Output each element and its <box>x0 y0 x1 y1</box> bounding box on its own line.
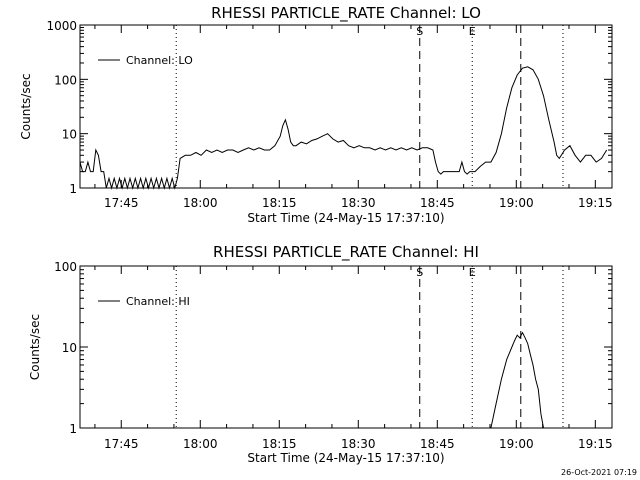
chart-2-marker-label-e: E <box>469 266 476 279</box>
chart-2-y-tick-label: 1 <box>69 422 77 436</box>
chart-2-x-tick-label: 18:00 <box>183 437 218 451</box>
chart-2-y-tick-label: 10 <box>62 341 77 355</box>
chart-1-x-tick-label: 18:00 <box>183 196 218 210</box>
chart-2-y-axis-label: Counts/sec <box>28 314 42 380</box>
chart-1-x-tick-label: 17:45 <box>104 196 139 210</box>
chart-2-x-tick-label: 18:30 <box>341 437 376 451</box>
chart-2-marker-label-s: S <box>416 266 423 279</box>
chart-1-marker-label-e: E <box>469 25 476 38</box>
chart-1-y-tick-label: 100 <box>54 73 77 87</box>
chart-2-x-tick-label: 19:15 <box>578 437 613 451</box>
footer-timestamp: 26-Oct-2021 07:19 <box>561 468 637 477</box>
chart-1-plot-frame <box>79 24 613 189</box>
chart-2-plot-frame <box>79 265 613 429</box>
chart-1-marker-label-s: S <box>416 25 423 38</box>
chart-1-x-tick-label: 18:45 <box>420 196 455 210</box>
chart-2-x-tick-label: 17:45 <box>104 437 139 451</box>
chart-2-legend-label: Channel: HI <box>126 295 190 308</box>
chart-1-x-axis-label: Start Time (24-May-15 17:37:10) <box>247 211 444 225</box>
chart-1-x-tick-label: 18:15 <box>262 196 297 210</box>
chart-1-y-axis-label: Counts/sec <box>19 73 33 139</box>
chart-1-series-line <box>79 66 608 190</box>
chart-2-x-tick-label: 18:45 <box>420 437 455 451</box>
chart-1-x-tick-label: 19:15 <box>578 196 613 210</box>
chart-2-title: RHESSI PARTICLE_RATE Channel: HI <box>213 243 479 262</box>
chart-1-x-tick-label: 18:30 <box>341 196 376 210</box>
chart-1-y-tick-label: 1 <box>69 182 77 196</box>
chart-2-x-axis-label: Start Time (24-May-15 17:37:10) <box>247 451 444 465</box>
chart-2-x-tick-label: 18:15 <box>262 437 297 451</box>
chart-1: RHESSI PARTICLE_RATE Channel: LO S E 17:45 1… <box>19 4 613 225</box>
chart-1-y-tick-label: 1000 <box>46 19 77 33</box>
chart-2: RHESSI PARTICLE_RATE Channel: HI S E 17:45 1… <box>28 243 613 465</box>
chart-1-title: RHESSI PARTICLE_RATE Channel: LO <box>211 4 481 23</box>
chart-2-series-line <box>490 331 544 429</box>
chart-1-x-tick-label: 19:00 <box>499 196 534 210</box>
chart-2-x-tick-label: 19:00 <box>499 437 534 451</box>
chart-1-y-tick-label: 10 <box>62 128 77 142</box>
chart-2-y-tick-label: 100 <box>54 260 77 274</box>
chart-1-legend-label: Channel: LO <box>126 54 193 67</box>
